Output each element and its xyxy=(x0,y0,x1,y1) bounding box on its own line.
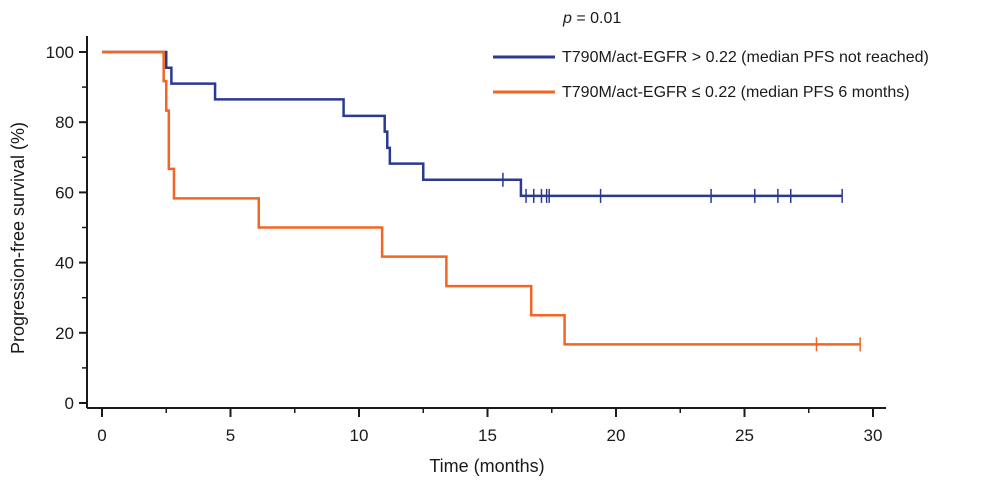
x-tick-label: 10 xyxy=(350,426,369,445)
y-axis-title: Progression-free survival (%) xyxy=(8,122,28,354)
y-tick-label: 0 xyxy=(65,394,74,413)
x-tick-label: 20 xyxy=(607,426,626,445)
x-tick-label: 30 xyxy=(864,426,883,445)
series-layer xyxy=(102,50,861,352)
p-value-text: = 0.01 xyxy=(572,10,621,27)
y-tick-label: 20 xyxy=(55,324,74,343)
series-0 xyxy=(102,50,843,203)
x-tick-label: 0 xyxy=(97,426,106,445)
y-tick-label: 40 xyxy=(55,254,74,273)
legend-label-blue: T790M/act-EGFR > 0.22 (median PFS not re… xyxy=(562,49,929,66)
p-value-annotation: p = 0.01 xyxy=(562,10,621,27)
survival-curve-0 xyxy=(102,50,843,198)
y-tick-label: 60 xyxy=(55,183,74,202)
x-tick-label: 15 xyxy=(478,426,497,445)
x-tick-label: 25 xyxy=(735,426,754,445)
legend: p = 0.01 T790M/act-EGFR > 0.22 (median P… xyxy=(493,10,929,101)
series-1 xyxy=(102,50,861,352)
y-tick-label: 80 xyxy=(55,113,74,132)
p-value-italic: p xyxy=(562,10,572,27)
axis-ticks: 0 20 40 60 80 100 0 5 10 15 20 25 30 xyxy=(46,43,883,445)
y-tick-label: 100 xyxy=(46,43,74,62)
legend-label-orange: T790M/act-EGFR ≤ 0.22 (median PFS 6 mont… xyxy=(562,84,910,101)
survival-curve-1 xyxy=(102,50,861,346)
x-axis-title: Time (months) xyxy=(429,456,544,476)
x-tick-label: 5 xyxy=(226,426,235,445)
